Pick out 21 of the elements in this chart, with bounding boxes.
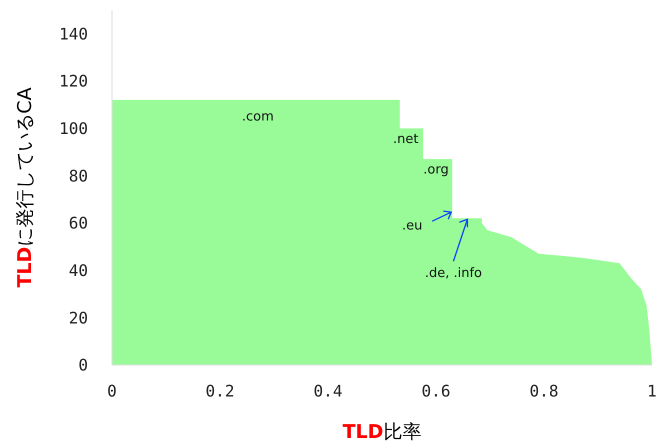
annotation: .org [423,162,449,178]
x-tick-label: 1 [647,381,657,400]
y-tick-label: 120 [59,72,88,91]
y-tick-label: 60 [68,214,88,233]
x-axis-title: TLD比率 [342,421,422,443]
y-tick-label: 0 [78,356,88,375]
annotation: .de, .info [424,266,482,281]
x-tick-label: 0 [107,381,117,400]
y-tick-label: 20 [68,308,88,328]
y-tick-label: 80 [68,166,88,186]
annotation: .eu [402,218,422,234]
annotation: .com [242,109,274,124]
x-tick-label: 0.6 [422,381,450,400]
y-tick-label: 100 [59,119,88,138]
y-tick-label: 40 [68,261,88,280]
x-tick-label: 0.4 [314,381,342,400]
x-tick-label: 0.2 [206,381,234,400]
x-tick-label: 0.8 [530,381,558,400]
annotation: .net [392,132,418,147]
y-axis-title: TLDに発行しているCA [14,87,36,288]
y-tick-label: 140 [59,24,88,44]
